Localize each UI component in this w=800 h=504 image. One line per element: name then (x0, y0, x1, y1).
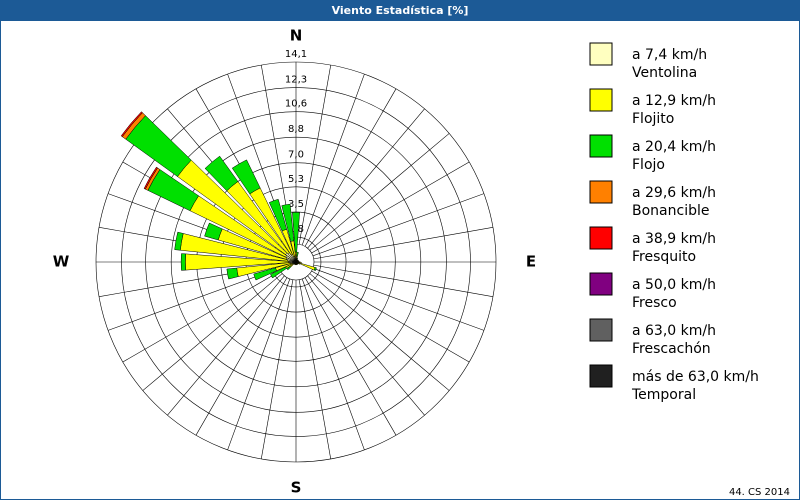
r-tick-label: 10,6 (285, 99, 307, 110)
legend-description: Temporal (631, 387, 696, 403)
legend-swatch (590, 181, 612, 203)
direction-label: N (290, 27, 303, 45)
r-tick-label: 7,0 (288, 150, 304, 161)
legend-description: Frescachón (632, 341, 711, 357)
legend-label: a 63,0 km/h (632, 323, 716, 339)
legend-swatch (590, 89, 612, 111)
legend-label: a 29,6 km/h (632, 185, 716, 201)
legend-swatch (590, 273, 612, 295)
legend-label: a 12,9 km/h (632, 93, 716, 109)
legend-label: a 7,4 km/h (632, 47, 707, 63)
direction-label: E (526, 253, 536, 271)
r-tick-label: 12,3 (285, 75, 307, 86)
direction-label: S (291, 479, 302, 497)
legend-swatch (590, 319, 612, 341)
legend-description: Bonancible (632, 203, 709, 219)
petal-segment (181, 254, 186, 271)
legend-swatch (590, 43, 612, 65)
legend-label: a 38,9 km/h (632, 231, 716, 247)
legend-description: Flojito (632, 111, 674, 127)
chart-title: Viento Estadística [%] (332, 4, 469, 17)
legend-description: Ventolina (632, 65, 697, 81)
direction-label: W (53, 253, 70, 271)
r-tick-label: 14,1 (285, 49, 307, 60)
r-tick-label: 8,8 (288, 124, 304, 135)
legend-swatch (590, 135, 612, 157)
legend-label: a 20,4 km/h (632, 139, 716, 155)
footer: 44. CS 2014 (729, 487, 790, 498)
r-tick-label: 5,3 (288, 174, 304, 185)
legend-description: Fresquito (632, 249, 696, 265)
legend-label: más de 63,0 km/h (632, 369, 759, 385)
legend-swatch (590, 365, 612, 387)
legend-label: a 50,0 km/h (632, 277, 716, 293)
legend-description: Flojo (632, 157, 665, 173)
legend-swatch (590, 227, 612, 249)
legend-description: Fresco (632, 295, 677, 311)
